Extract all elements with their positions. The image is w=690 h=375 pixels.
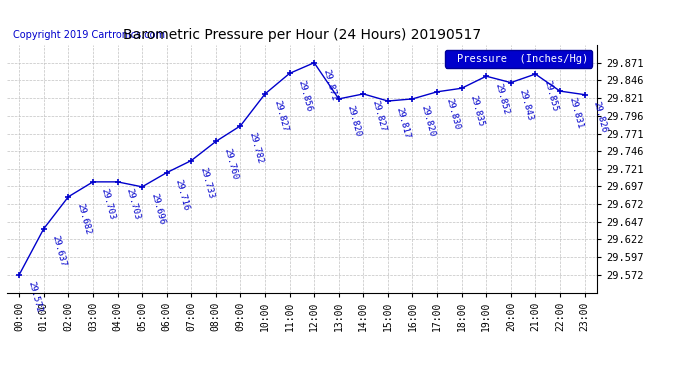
Text: 29.696: 29.696 — [149, 192, 166, 226]
Text: 29.871: 29.871 — [321, 68, 338, 102]
Text: 29.843: 29.843 — [518, 88, 535, 122]
Text: 29.852: 29.852 — [493, 82, 510, 115]
Text: 29.831: 29.831 — [567, 97, 584, 130]
Text: 29.782: 29.782 — [248, 131, 264, 165]
Text: 29.835: 29.835 — [469, 94, 486, 127]
Text: 29.682: 29.682 — [75, 202, 92, 236]
Text: 29.703: 29.703 — [124, 188, 141, 221]
Text: 29.733: 29.733 — [198, 166, 215, 200]
Text: 29.827: 29.827 — [371, 99, 387, 133]
Text: 29.716: 29.716 — [174, 178, 190, 212]
Text: 29.820: 29.820 — [346, 105, 363, 138]
Text: Copyright 2019 Cartronics.com: Copyright 2019 Cartronics.com — [13, 30, 165, 40]
Text: 29.827: 29.827 — [272, 99, 289, 133]
Text: 29.826: 29.826 — [591, 100, 609, 134]
Text: 29.817: 29.817 — [395, 106, 412, 140]
Text: 29.637: 29.637 — [51, 234, 68, 268]
Text: 29.572: 29.572 — [26, 280, 43, 314]
Text: 29.830: 29.830 — [444, 98, 461, 131]
Text: 29.760: 29.760 — [223, 147, 240, 180]
Legend: Pressure  (Inches/Hg): Pressure (Inches/Hg) — [445, 50, 591, 68]
Text: 29.856: 29.856 — [297, 79, 313, 112]
Title: Barometric Pressure per Hour (24 Hours) 20190517: Barometric Pressure per Hour (24 Hours) … — [123, 28, 481, 42]
Text: 29.820: 29.820 — [420, 105, 437, 138]
Text: 29.703: 29.703 — [100, 188, 117, 221]
Text: 29.855: 29.855 — [542, 80, 560, 113]
